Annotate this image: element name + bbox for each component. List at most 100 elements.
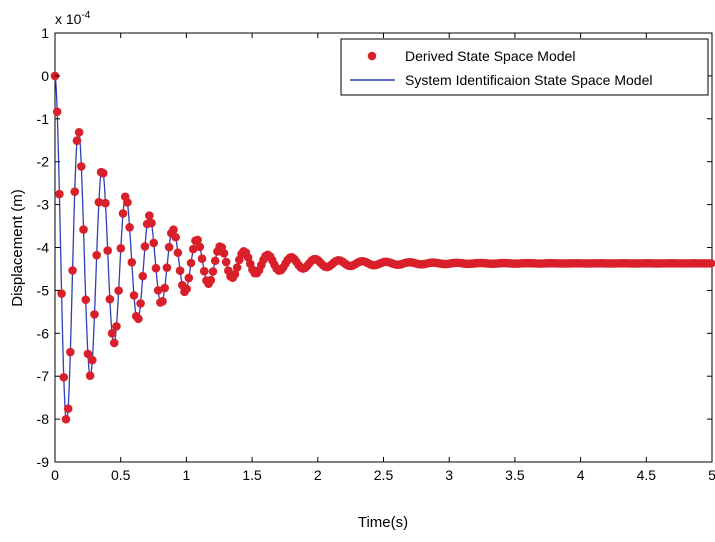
series-point-derived	[88, 355, 97, 365]
y-tick-label: -8	[37, 411, 50, 427]
series-point-derived	[52, 107, 62, 117]
series-point-derived	[219, 249, 229, 258]
series-point-derived	[85, 371, 95, 380]
series-point-derived	[83, 349, 93, 359]
y-tick-label: -4	[37, 240, 50, 256]
series-point-derived	[114, 286, 123, 295]
series-point-derived	[136, 299, 145, 308]
series-point-derived	[59, 372, 69, 382]
legend-label-sysid: System Identificaion State Space Model	[405, 72, 652, 88]
series-point-derived	[68, 266, 77, 275]
legend-box	[340, 38, 709, 96]
series-point-derived	[175, 266, 185, 276]
series-point-derived	[72, 136, 82, 145]
series-point-derived	[90, 310, 99, 319]
plot-area	[54, 32, 713, 463]
series-point-derived	[147, 218, 156, 228]
series-point-derived	[158, 297, 167, 306]
series-point-derived	[210, 256, 220, 266]
series-point-derived	[94, 197, 104, 207]
series-point-derived	[79, 225, 88, 234]
series-point-derived	[63, 404, 73, 413]
series-point-derived	[197, 254, 207, 263]
series-point-derived	[232, 263, 242, 272]
series-point-derived	[706, 259, 715, 268]
series-point-derived	[105, 294, 115, 304]
series-point-derived	[186, 258, 196, 268]
series-point-derived	[77, 162, 86, 171]
series-point-derived	[74, 127, 84, 137]
series-point-derived	[160, 283, 170, 293]
x-tick-label: 4.5	[637, 467, 657, 483]
series-point-derived	[184, 273, 194, 283]
series-point-derived	[55, 189, 64, 199]
series-point-derived	[151, 263, 161, 273]
series-point-derived	[230, 269, 240, 279]
series-point-derived	[125, 223, 134, 232]
x-axis: 0 0.5 1 1.5 2 2.5 3 3.5 4 4.5 5	[51, 33, 715, 483]
y-tick-label: -2	[37, 154, 50, 170]
y-tick-label: 1	[41, 25, 49, 41]
series-point-derived	[206, 275, 216, 285]
series-point-derived	[112, 322, 121, 331]
series-point-derived	[138, 271, 148, 281]
series-point-derived	[61, 414, 71, 424]
x-axis-label: Time(s)	[358, 514, 408, 531]
x-tick-label: 1.5	[242, 467, 262, 483]
series-point-derived	[101, 198, 110, 208]
x-tick-label: 3.5	[505, 467, 525, 483]
y-axis-label: Displacement (m)	[9, 189, 26, 307]
series-point-derived	[116, 244, 126, 253]
series-point-derived	[153, 286, 163, 295]
series-point-derived	[134, 314, 143, 324]
marker-series-layer	[50, 71, 715, 424]
series-point-derived	[149, 238, 159, 248]
x-tick-label: 5	[708, 467, 715, 483]
series-point-derived	[182, 284, 191, 294]
series-point-derived	[188, 244, 198, 254]
series-point-derived	[173, 248, 183, 258]
series-point-derived	[140, 242, 150, 251]
x-tick-label: 0.5	[111, 467, 131, 483]
x-tick-label: 2.5	[374, 467, 394, 483]
series-point-derived	[98, 168, 108, 178]
series-point-derived	[145, 211, 154, 220]
y-tick-label: -9	[37, 454, 50, 470]
legend-label-derived: Derived State Space Model	[405, 48, 575, 64]
legend: Derived State Space Model System Identif…	[340, 38, 709, 96]
y-tick-label: -3	[37, 197, 50, 213]
series-point-derived	[127, 258, 137, 267]
series-point-derived	[66, 347, 75, 357]
series-point-derived	[107, 329, 117, 338]
y-axis: 1 0 -1 -2 -3 -4 -5 -6 -7 -8 -9	[37, 25, 712, 470]
series-point-derived	[103, 246, 112, 255]
series-point-derived	[81, 295, 91, 305]
x-tick-label: 4	[577, 467, 585, 483]
series-point-derived	[57, 289, 66, 298]
y-tick-label: -1	[37, 111, 50, 127]
series-point-derived	[109, 338, 119, 348]
series-point-derived	[162, 263, 172, 272]
y-tick-label: -6	[37, 325, 50, 341]
x-tick-label: 3	[445, 467, 453, 483]
y-tick-label: -5	[37, 282, 50, 298]
series-point-derived	[221, 257, 231, 267]
y-multiplier-exponent: -4	[81, 10, 90, 21]
series-point-derived	[208, 267, 218, 276]
series-point-derived	[129, 291, 139, 300]
series-point-derived	[70, 187, 80, 196]
series-point-derived	[123, 198, 132, 207]
series-point-derived	[195, 242, 205, 252]
y-tick-label: -7	[37, 368, 50, 384]
series-point-derived	[169, 225, 178, 234]
series-point-derived	[193, 235, 202, 245]
x-tick-label: 0	[51, 467, 59, 483]
series-point-derived	[118, 209, 128, 218]
y-tick-label: 0	[41, 68, 49, 84]
x-tick-label: 1	[183, 467, 191, 483]
series-point-derived	[199, 266, 209, 276]
legend-marker-swatch	[367, 51, 377, 61]
x-tick-label: 2	[314, 467, 322, 483]
